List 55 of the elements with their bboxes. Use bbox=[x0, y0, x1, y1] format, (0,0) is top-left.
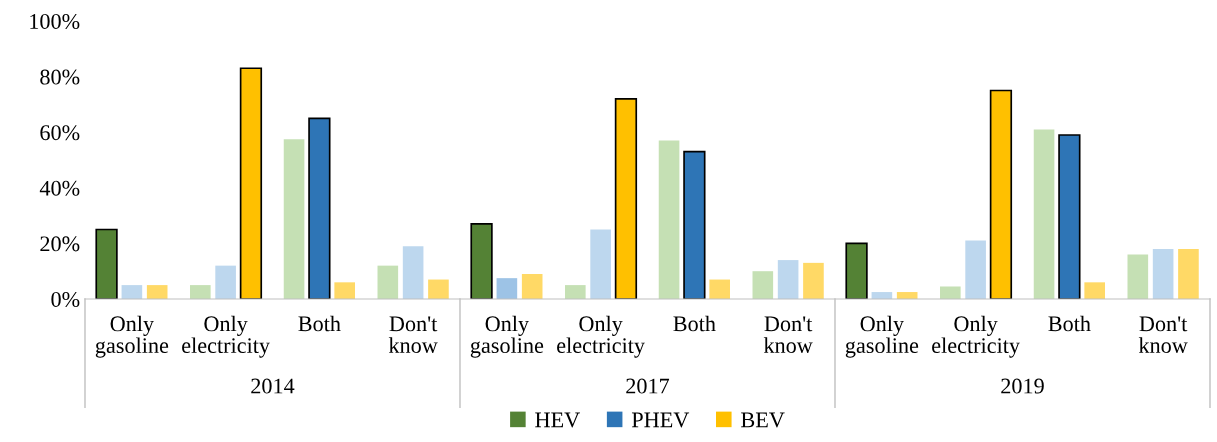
legend-label: HEV bbox=[535, 412, 580, 428]
y-tick-label: 20% bbox=[40, 236, 80, 252]
bar bbox=[496, 278, 518, 299]
y-tick-label: 40% bbox=[39, 180, 80, 196]
bar bbox=[1178, 248, 1199, 299]
bar bbox=[777, 260, 799, 299]
bar bbox=[683, 150, 706, 299]
y-tick-label: 60% bbox=[40, 125, 80, 141]
bar bbox=[95, 228, 118, 299]
x-tick-label: Both bbox=[1048, 315, 1091, 332]
bar bbox=[283, 139, 305, 299]
x-tick-label: Only electricity bbox=[557, 315, 645, 358]
text: 2019 bbox=[1001, 378, 1044, 394]
bar bbox=[845, 242, 868, 299]
bar bbox=[190, 285, 211, 299]
bar bbox=[215, 265, 236, 299]
bar bbox=[965, 240, 986, 299]
legend-label: PHEV bbox=[631, 412, 690, 428]
text: 2017 bbox=[626, 378, 670, 394]
x-tick-label: Both bbox=[673, 315, 716, 332]
bar bbox=[709, 279, 730, 299]
bar bbox=[308, 117, 331, 299]
x-tick-label: Don't know bbox=[388, 316, 438, 353]
bar bbox=[803, 262, 824, 299]
bar bbox=[521, 273, 543, 299]
x-tick-label: Both bbox=[298, 315, 341, 332]
x-tick-label: Only gasoline bbox=[470, 315, 544, 358]
y-tick-label: 100% bbox=[30, 13, 80, 29]
bar bbox=[658, 140, 680, 299]
bar bbox=[146, 285, 168, 299]
bar bbox=[470, 223, 493, 299]
x-tick-label: Don't know bbox=[1138, 316, 1188, 353]
x-tick-label: Only gasoline bbox=[95, 315, 169, 358]
x-tick-label: Only electricity bbox=[182, 315, 270, 358]
bar bbox=[121, 285, 143, 299]
x-tick-label: Don't know bbox=[763, 316, 813, 353]
bar bbox=[940, 286, 961, 299]
bar bbox=[1058, 134, 1081, 299]
x-tick-label: Only gasoline bbox=[845, 315, 919, 358]
bar bbox=[1152, 248, 1174, 299]
x-tick-label: Only electricity bbox=[932, 315, 1020, 358]
y-tick-label: 0% bbox=[51, 291, 80, 307]
legend-label: BEV bbox=[741, 412, 785, 428]
bar bbox=[428, 279, 449, 299]
bar bbox=[752, 271, 774, 299]
bar bbox=[334, 282, 355, 299]
y-tick-label: 80% bbox=[40, 69, 80, 85]
bar bbox=[377, 265, 399, 299]
bar bbox=[402, 246, 424, 299]
bar bbox=[590, 229, 611, 299]
bar bbox=[1033, 129, 1055, 299]
bar bbox=[1127, 254, 1149, 299]
bar bbox=[1084, 282, 1105, 299]
text: 2014 bbox=[251, 378, 295, 394]
bar bbox=[565, 285, 586, 299]
